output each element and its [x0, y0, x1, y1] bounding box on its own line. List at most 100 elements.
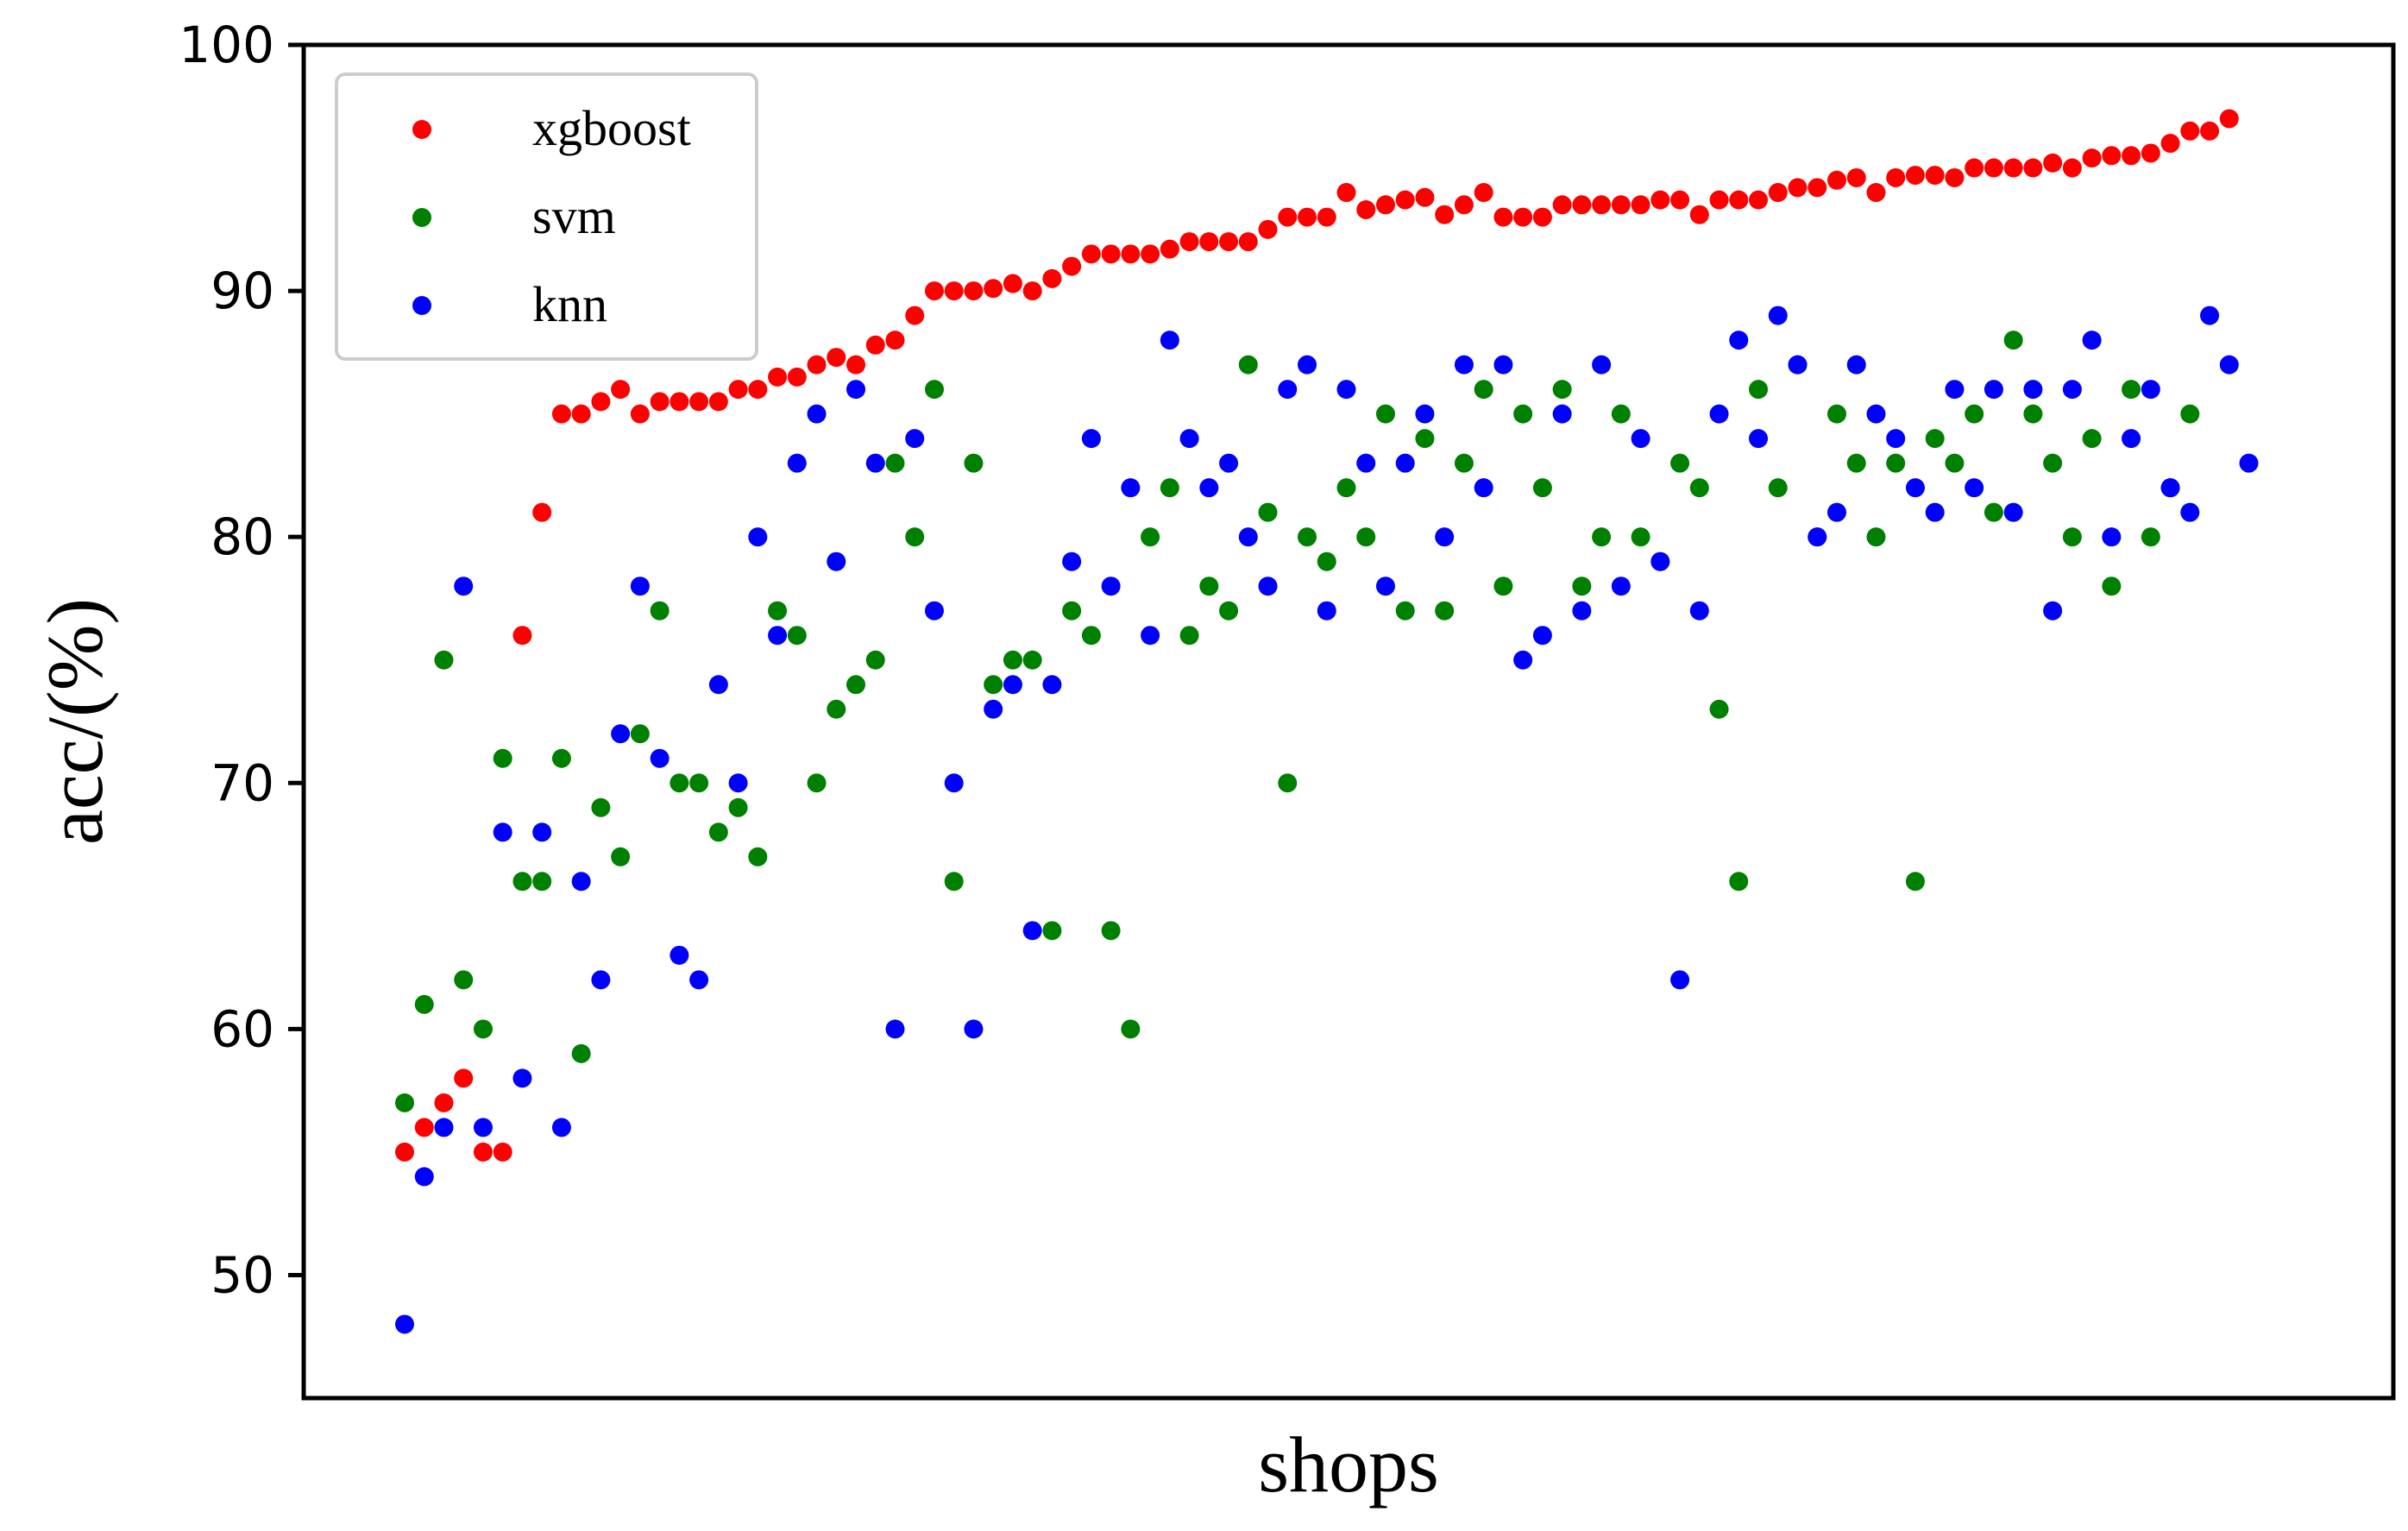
data-point-svm: [1689, 478, 1709, 498]
data-point-xgboost: [846, 355, 866, 375]
data-point-svm: [1925, 429, 1945, 449]
series-knn: [395, 306, 2259, 1334]
data-point-svm: [924, 380, 944, 400]
data-point-xgboost: [1042, 268, 1062, 288]
data-point-xgboost: [1650, 190, 1670, 210]
data-point-knn: [532, 822, 552, 842]
data-point-svm: [1278, 773, 1298, 793]
data-point-svm: [2122, 380, 2141, 400]
data-point-svm: [2043, 453, 2063, 473]
data-point-knn: [2023, 380, 2043, 400]
data-point-svm: [1670, 453, 1690, 473]
data-point-xgboost: [1965, 158, 1984, 178]
data-point-svm: [964, 453, 984, 473]
data-point-svm: [1749, 380, 1769, 400]
data-point-xgboost: [1886, 167, 1906, 187]
data-point-xgboost: [1298, 207, 1317, 227]
data-point-knn: [827, 551, 846, 571]
data-point-knn: [395, 1314, 414, 1334]
data-point-svm: [1729, 872, 1749, 892]
data-point-xgboost: [2180, 121, 2200, 141]
data-point-xgboost: [2219, 109, 2239, 129]
data-point-xgboost: [1905, 166, 1925, 186]
data-point-svm: [1552, 380, 1572, 400]
data-point-knn: [1101, 576, 1121, 596]
data-point-knn: [1022, 921, 1042, 941]
data-point-svm: [1022, 650, 1042, 670]
data-point-knn: [2122, 429, 2141, 449]
data-point-knn: [670, 945, 689, 965]
data-point-svm: [1435, 601, 1455, 621]
data-point-xgboost: [2082, 148, 2102, 168]
data-point-xgboost: [1062, 256, 1082, 276]
data-point-xgboost: [1709, 190, 1729, 210]
data-point-xgboost: [1199, 232, 1219, 252]
data-point-xgboost: [611, 380, 631, 400]
data-point-xgboost: [964, 281, 984, 301]
data-point-knn: [905, 429, 925, 449]
data-point-knn: [1219, 453, 1239, 473]
data-point-svm: [1532, 478, 1552, 498]
data-point-svm: [670, 773, 689, 793]
data-point-svm: [885, 453, 905, 473]
legend-label-svm: svm: [532, 188, 616, 244]
data-point-knn: [1532, 626, 1552, 646]
data-point-knn: [768, 626, 788, 646]
data-point-xgboost: [1395, 190, 1415, 210]
data-point-knn: [1493, 355, 1513, 375]
data-point-xgboost: [768, 367, 788, 387]
data-point-knn: [944, 773, 964, 793]
data-point-svm: [1199, 576, 1219, 596]
data-point-xgboost: [1788, 178, 1808, 198]
data-point-svm: [944, 872, 964, 892]
data-point-xgboost: [905, 306, 925, 325]
data-point-svm: [1101, 921, 1121, 941]
data-point-svm: [1945, 453, 1965, 473]
data-point-knn: [2141, 380, 2160, 400]
data-point-knn: [2082, 331, 2102, 350]
data-point-knn: [1768, 306, 1788, 325]
data-point-svm: [2102, 576, 2122, 596]
data-point-xgboost: [1925, 166, 1945, 186]
data-point-knn: [2043, 601, 2063, 621]
data-point-xgboost: [1317, 207, 1336, 227]
data-point-xgboost: [1670, 190, 1690, 210]
data-point-knn: [512, 1068, 532, 1088]
data-point-knn: [1141, 626, 1160, 646]
data-point-xgboost: [1532, 207, 1552, 227]
data-point-xgboost: [2160, 134, 2180, 154]
data-point-knn: [493, 822, 512, 842]
data-point-xgboost: [1003, 274, 1022, 293]
data-point-knn: [1435, 527, 1455, 547]
data-point-svm: [512, 872, 532, 892]
legend-box: [335, 72, 758, 361]
legend-label-xgboost: xgboost: [532, 100, 691, 156]
data-point-knn: [1611, 576, 1631, 596]
data-point-svm: [1611, 404, 1631, 424]
data-point-xgboost: [1081, 244, 1101, 264]
data-point-xgboost: [670, 392, 689, 412]
data-point-knn: [2003, 502, 2023, 522]
data-point-xgboost: [1474, 183, 1493, 203]
data-point-knn: [964, 1019, 984, 1039]
data-point-knn: [611, 724, 631, 744]
y-axis-label: acc/(%): [31, 598, 119, 845]
data-point-xgboost: [414, 1118, 434, 1137]
data-point-knn: [1238, 527, 1258, 547]
data-point-xgboost: [1513, 207, 1533, 227]
data-point-knn: [454, 576, 474, 596]
data-point-xgboost: [2141, 143, 2160, 163]
data-point-knn: [2219, 355, 2239, 375]
data-point-knn: [551, 1118, 571, 1137]
data-point-knn: [1454, 355, 1474, 375]
x-axis-label: shops: [1258, 1421, 1439, 1509]
data-point-knn: [473, 1118, 493, 1137]
series-xgboost: [395, 109, 2239, 1162]
data-point-knn: [630, 576, 650, 596]
data-point-xgboost: [2023, 158, 2043, 178]
y-tick-label: 90: [211, 261, 274, 320]
data-point-svm: [2023, 404, 2043, 424]
data-point-xgboost: [807, 355, 827, 375]
data-point-xgboost: [1768, 183, 1788, 203]
